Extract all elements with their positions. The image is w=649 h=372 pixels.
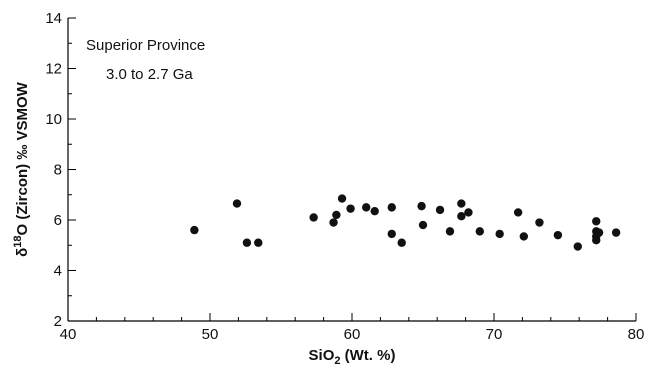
data-point — [592, 217, 601, 226]
y-tick-label: 4 — [54, 263, 62, 280]
data-point — [553, 230, 563, 240]
data-point — [445, 227, 455, 236]
data-point — [232, 199, 242, 208]
x-axis-title: SiO2 (Wt. %) — [309, 347, 396, 367]
data-point — [362, 203, 371, 212]
data-point — [387, 229, 396, 239]
data-point — [519, 232, 529, 241]
text-layer: 40 50 60 70 80 2 4 6 8 10 12 14 SiO2 (Wt. %) δ18O (Zi… — [12, 10, 644, 367]
data-point — [611, 228, 621, 237]
data-point — [513, 208, 523, 217]
data-point — [475, 227, 484, 236]
y-tick-label: 12 — [45, 61, 62, 78]
data-point — [346, 204, 355, 213]
data-point — [594, 228, 604, 237]
x-tick-label: 70 — [486, 326, 503, 343]
data-point — [337, 194, 347, 203]
annotation-region: Superior Province — [86, 37, 205, 54]
data-point — [435, 205, 445, 215]
data-point — [573, 242, 582, 251]
data-point — [417, 201, 426, 211]
data-point — [535, 218, 544, 227]
data-point — [329, 218, 338, 227]
data-point — [370, 206, 379, 216]
x-tick-label: 40 — [60, 326, 77, 343]
annotation-age: 3.0 to 2.7 Ga — [106, 66, 193, 83]
data-point — [418, 220, 428, 230]
y-tick-label: 10 — [45, 111, 62, 128]
data-point — [592, 236, 601, 245]
data-point — [397, 238, 406, 247]
data-point — [464, 208, 473, 217]
data-point — [387, 203, 396, 212]
y-tick-label: 6 — [54, 212, 62, 229]
data-point — [190, 225, 199, 235]
data-point — [457, 212, 466, 221]
x-tick-label: 80 — [628, 326, 645, 343]
data-point — [254, 238, 263, 247]
frame-layer — [67, 18, 636, 322]
data-point — [332, 210, 341, 220]
y-tick-label: 8 — [54, 162, 62, 179]
x-tick-label: 50 — [202, 326, 219, 343]
y-axis-title: δ18O (Zircon) ‰ VSMOW — [12, 81, 31, 257]
y-tick-label: 14 — [45, 10, 62, 27]
data-point — [309, 213, 318, 222]
data-point — [495, 229, 504, 239]
points-layer — [190, 194, 621, 251]
x-tick-label: 60 — [344, 326, 361, 343]
data-point — [242, 238, 252, 247]
ticks-layer — [67, 17, 637, 322]
data-point — [457, 199, 466, 208]
y-tick-label: 2 — [54, 313, 62, 330]
